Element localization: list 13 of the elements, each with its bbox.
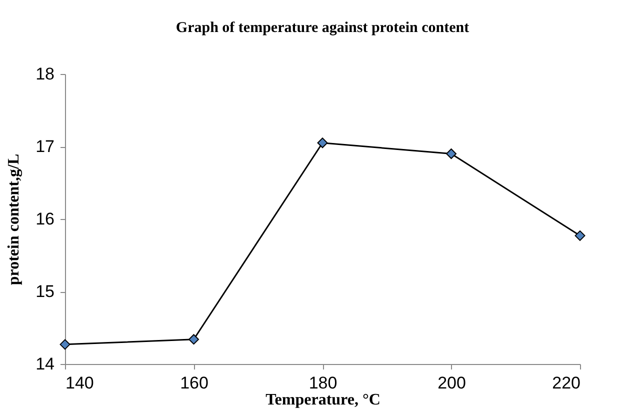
y-axis-title: protein content,g/L <box>6 154 23 286</box>
y-tick-label: 18 <box>36 64 54 84</box>
x-tick-label: 200 <box>438 374 466 392</box>
y-tick-label: 17 <box>36 137 54 156</box>
x-tick-label: 160 <box>180 374 208 392</box>
x-axis-title: Temperature, °C <box>266 392 380 408</box>
y-tick-label: 15 <box>36 282 54 301</box>
y-tick-label: 14 <box>36 354 54 374</box>
x-tick-label: 180 <box>308 374 338 392</box>
x-tick-label: 140 <box>66 374 94 392</box>
y-tick-label: 16 <box>36 210 54 228</box>
x-tick-label: 220 <box>552 374 580 392</box>
chart-title: Graph of temperature against protein content <box>176 20 470 36</box>
